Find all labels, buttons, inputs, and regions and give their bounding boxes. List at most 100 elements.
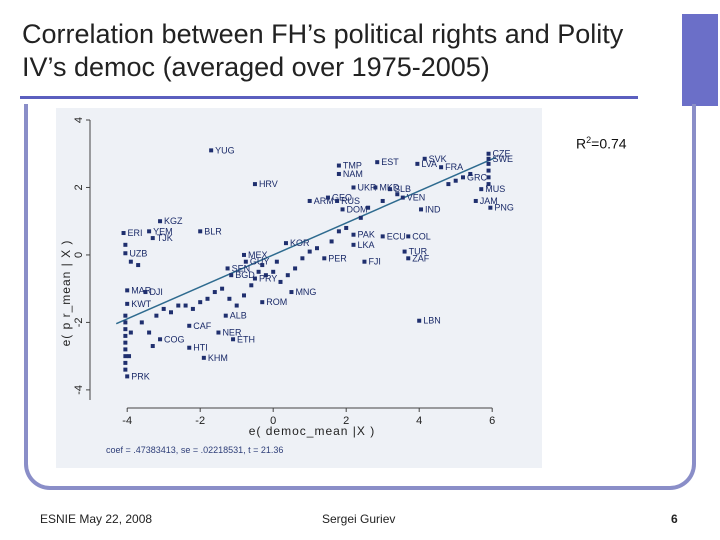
data-point: [461, 175, 465, 180]
x-tick-label: 6: [489, 415, 495, 427]
point-label: TUR: [409, 247, 428, 257]
data-point: [220, 286, 225, 291]
data-point: [300, 256, 305, 261]
data-point: [375, 160, 380, 165]
data-point: [263, 273, 268, 278]
point-label: SLB: [394, 184, 411, 194]
data-point: [289, 290, 294, 295]
data-point: [468, 171, 473, 176]
point-label: YUG: [215, 145, 235, 155]
data-point: [285, 273, 290, 278]
data-point: [453, 178, 458, 183]
data-point: [147, 229, 152, 234]
point-label: GEO: [332, 193, 352, 203]
data-point: [242, 293, 246, 298]
data-point: [187, 323, 192, 328]
point-label: JAM: [480, 196, 498, 206]
point-label: PRK: [131, 371, 150, 381]
data-point: [127, 354, 132, 359]
data-point: [271, 269, 276, 274]
data-point: [136, 263, 141, 268]
data-point: [229, 273, 234, 278]
point-label: ERI: [128, 228, 143, 238]
data-point: [329, 239, 334, 244]
point-label: MEX: [248, 250, 268, 260]
point-label: TMP: [343, 161, 362, 171]
data-point: [439, 165, 444, 170]
slide-title: Correlation between FH’s political right…: [22, 19, 624, 82]
data-point: [223, 313, 228, 318]
data-point: [123, 340, 128, 345]
point-label: RUS: [341, 196, 360, 206]
data-point: [274, 259, 279, 264]
y-tick-label: 0: [73, 252, 85, 258]
data-point: [278, 279, 283, 284]
footer-author: Sergei Guriev: [322, 512, 396, 526]
point-label: PNG: [494, 203, 514, 213]
data-point: [362, 259, 367, 264]
point-label: DJI: [149, 287, 163, 297]
point-label: ROM: [266, 297, 287, 307]
data-point: [187, 345, 192, 350]
data-point: [123, 251, 128, 256]
point-label: COL: [412, 231, 431, 241]
data-point: [322, 256, 327, 261]
point-label: PRY: [259, 274, 277, 284]
point-label: KHM: [208, 353, 228, 363]
point-label: SEN: [232, 263, 251, 273]
y-tick-label: -2: [73, 318, 85, 328]
point-label: NER: [222, 328, 242, 338]
data-point: [243, 259, 248, 264]
point-label: CZE: [493, 149, 511, 159]
point-label: ECU: [387, 231, 406, 241]
y-tick-label: 2: [73, 184, 85, 190]
point-label: HRV: [259, 179, 278, 189]
data-point: [400, 195, 405, 200]
point-label: LKA: [358, 240, 375, 250]
data-point: [486, 168, 491, 173]
point-label: UZB: [129, 248, 147, 258]
data-point: [231, 337, 236, 342]
data-point: [234, 303, 239, 308]
x-tick-label: -2: [195, 415, 205, 427]
data-point: [123, 242, 128, 247]
data-point: [198, 300, 203, 305]
data-point: [139, 320, 144, 325]
data-point: [479, 187, 484, 192]
data-point: [486, 156, 491, 161]
data-point: [125, 374, 130, 379]
point-label: EST: [381, 157, 399, 167]
data-point: [183, 303, 188, 308]
data-point: [150, 236, 155, 241]
data-point: [150, 344, 155, 349]
data-point: [123, 360, 128, 365]
data-point: [283, 241, 288, 246]
fit-line: [115, 156, 497, 325]
data-point: [380, 234, 385, 239]
point-label: BLR: [204, 226, 222, 236]
data-point: [128, 330, 133, 335]
point-label: ARM: [314, 196, 334, 206]
data-point: [125, 301, 130, 306]
data-point: [249, 283, 254, 288]
data-point: [488, 205, 493, 210]
regression-note: coef = .47383413, se = .02218531, t = 21…: [106, 445, 283, 455]
data-point: [154, 313, 159, 318]
data-point: [123, 333, 128, 338]
data-point: [123, 327, 128, 332]
data-point: [123, 367, 128, 372]
footer-date: ESNIE May 22, 2008: [40, 512, 153, 526]
r2-superscript: 2: [586, 135, 592, 145]
data-point: [252, 182, 257, 187]
point-label: KGZ: [164, 216, 183, 226]
point-label: SWE: [493, 154, 514, 164]
data-point: [176, 303, 181, 308]
point-label: FRA: [445, 162, 463, 172]
point-label: PER: [328, 253, 347, 263]
data-point: [161, 306, 166, 311]
data-point: [406, 234, 411, 239]
data-point: [252, 276, 257, 281]
point-label: MAR: [131, 285, 152, 295]
data-point: [201, 355, 206, 360]
x-tick-label: 2: [343, 415, 349, 427]
